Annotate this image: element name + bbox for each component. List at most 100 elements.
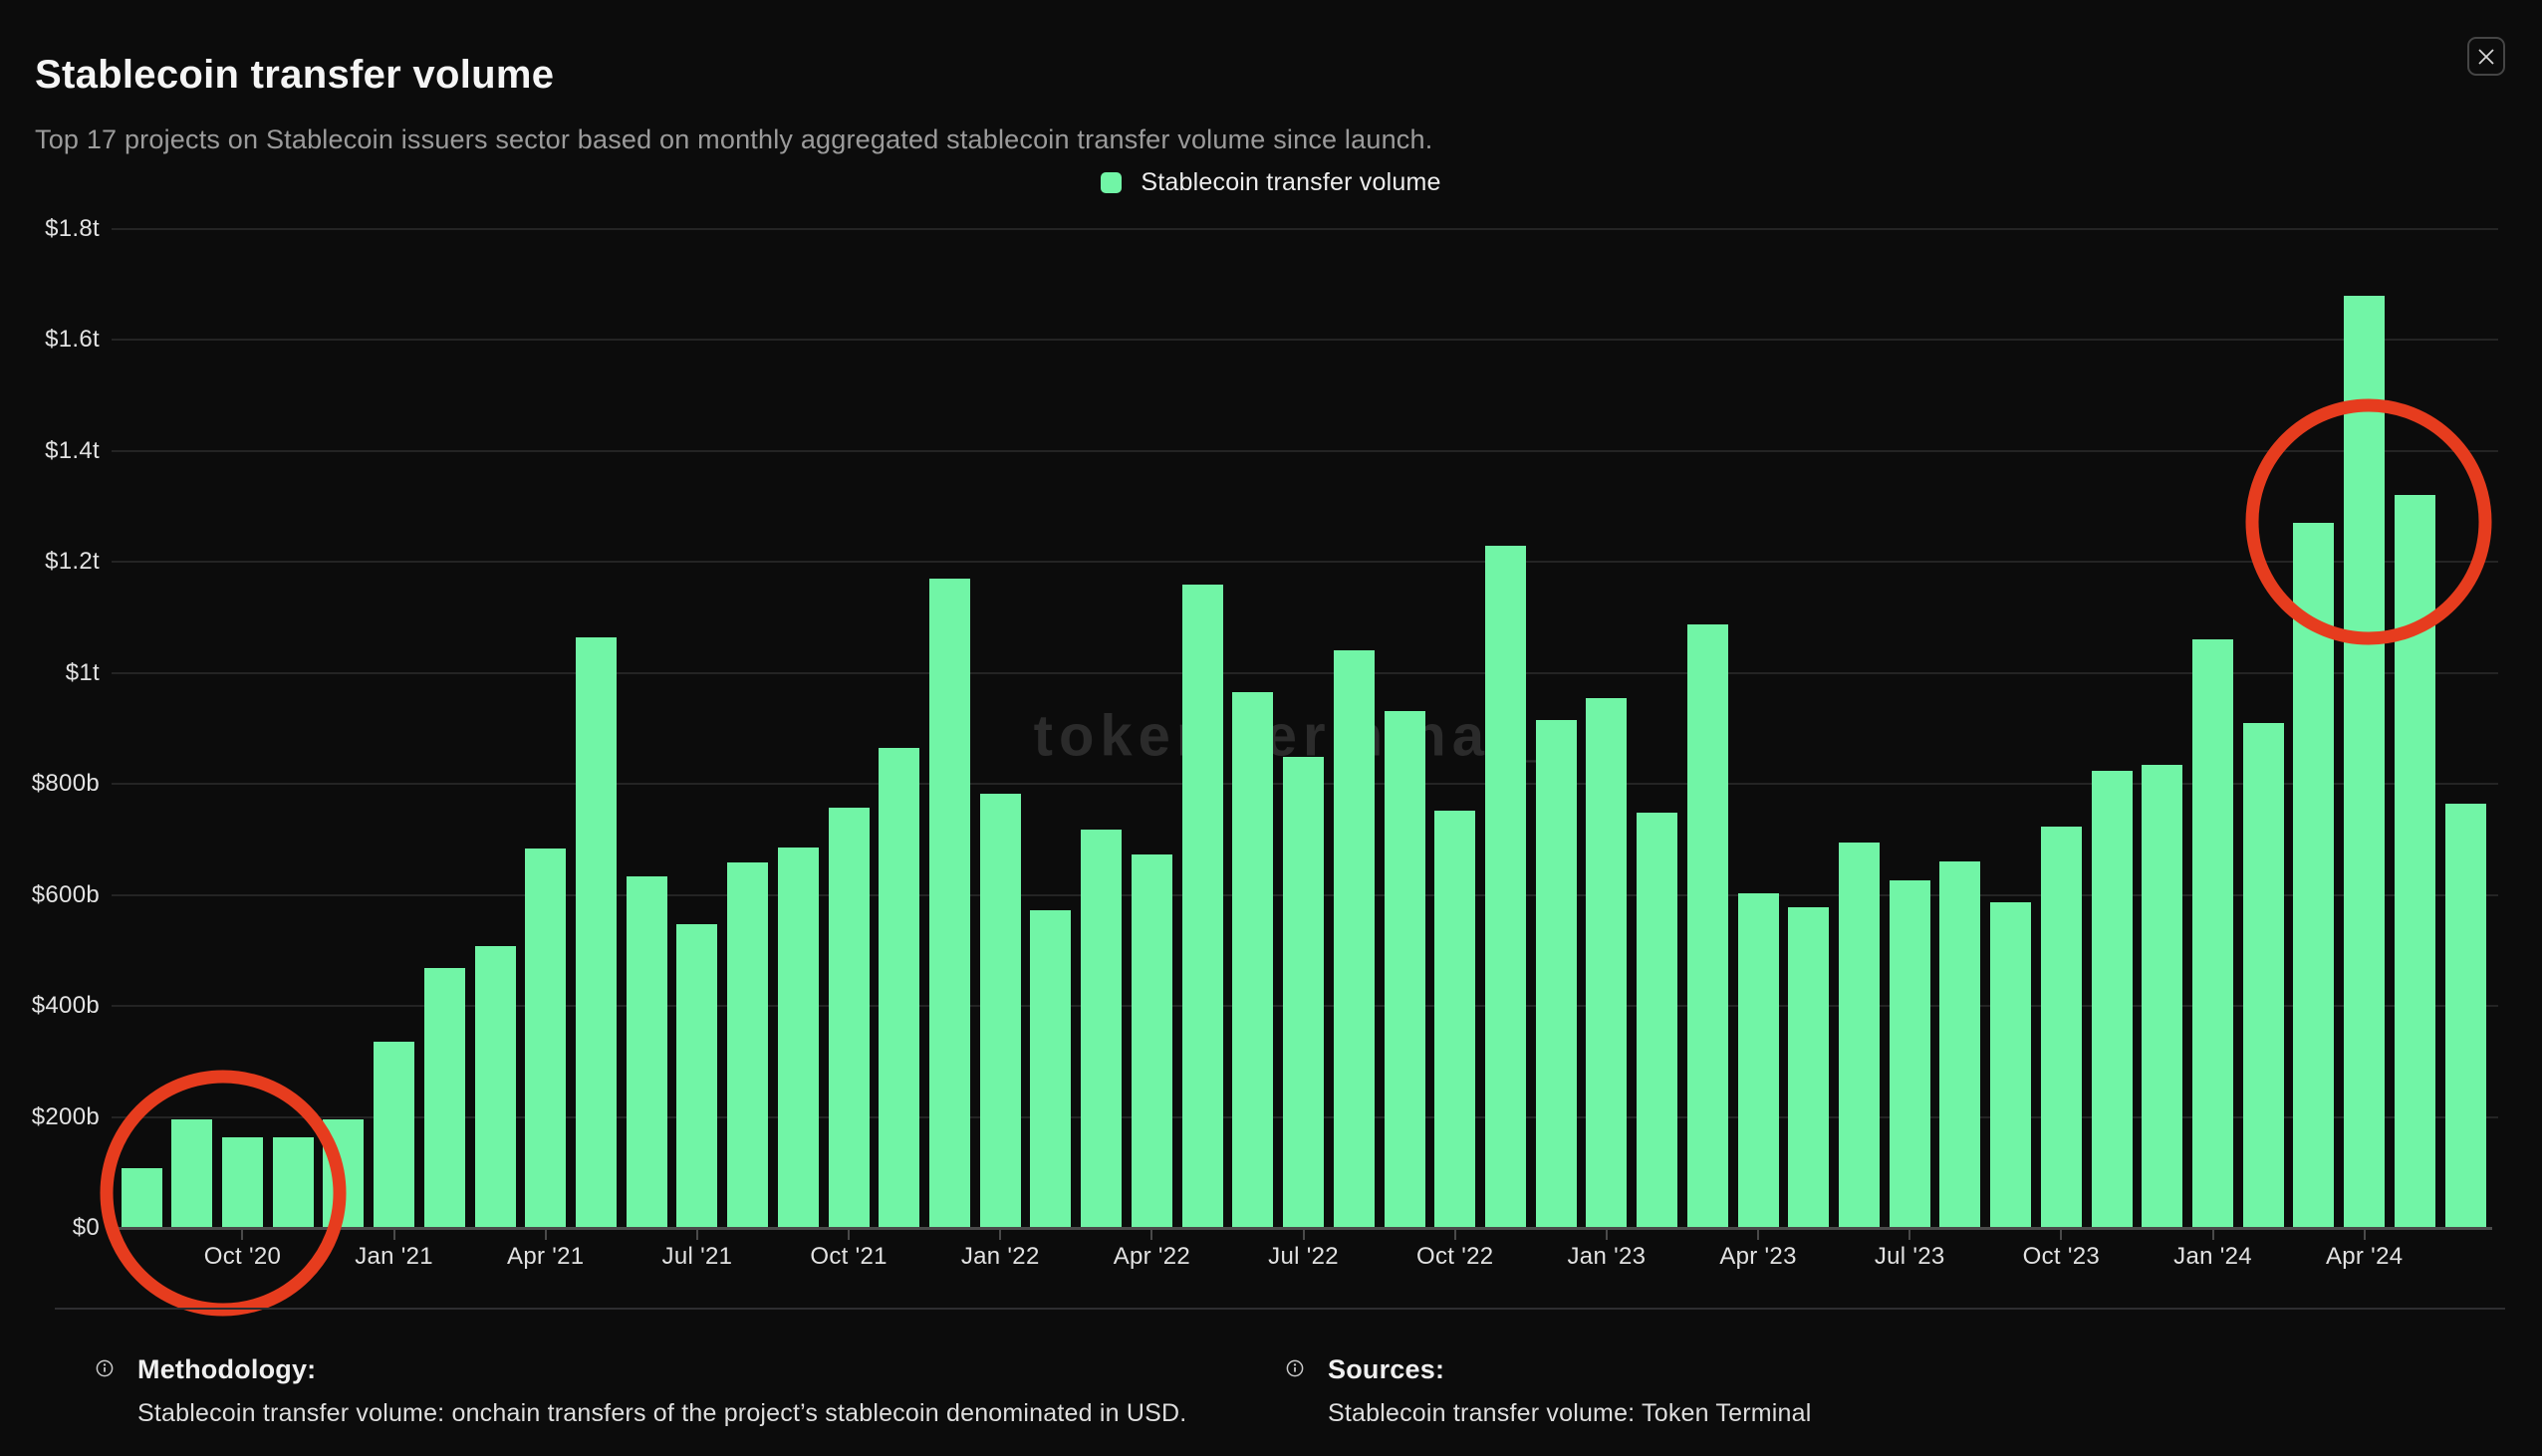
x-axis-tick bbox=[544, 1228, 547, 1240]
bar-May '23[interactable] bbox=[1788, 907, 1830, 1228]
bar-Dec '20[interactable] bbox=[323, 1118, 365, 1228]
bar-Dec '21[interactable] bbox=[929, 579, 971, 1228]
bar-Aug '20[interactable] bbox=[121, 1167, 162, 1228]
methodology-heading: Methodology: bbox=[137, 1354, 317, 1384]
bar-Dec '22[interactable] bbox=[1535, 719, 1577, 1228]
bar-Oct '20[interactable] bbox=[221, 1137, 263, 1228]
bar-Nov '22[interactable] bbox=[1484, 545, 1526, 1228]
x-axis-label: Jan '21 bbox=[355, 1243, 433, 1270]
x-axis-tick bbox=[241, 1228, 244, 1240]
bar-Sep '20[interactable] bbox=[171, 1118, 213, 1228]
close-icon bbox=[2478, 48, 2494, 65]
x-axis-label: Jul '23 bbox=[1874, 1243, 1945, 1270]
x-axis-label: Apr '24 bbox=[2325, 1243, 2404, 1270]
y-axis-label: $400b bbox=[31, 992, 100, 1020]
bar-Aug '22[interactable] bbox=[1333, 650, 1375, 1228]
footer-divider bbox=[55, 1308, 2505, 1310]
gridline bbox=[112, 228, 2498, 230]
x-axis-label: Oct '23 bbox=[2022, 1243, 2101, 1270]
bar-Jan '24[interactable] bbox=[2192, 639, 2234, 1228]
y-axis-label: $1.4t bbox=[45, 436, 100, 464]
page-subtitle: Top 17 projects on Stablecoin issuers se… bbox=[35, 124, 1433, 154]
bar-Nov '20[interactable] bbox=[272, 1137, 314, 1228]
gridline bbox=[112, 671, 2498, 674]
x-axis-tick bbox=[2211, 1228, 2214, 1240]
methodology-body: Stablecoin transfer volume: onchain tran… bbox=[137, 1399, 1187, 1427]
bar-Nov '23[interactable] bbox=[2091, 771, 2133, 1228]
info-icon bbox=[1286, 1359, 1304, 1377]
bar-Jan '21[interactable] bbox=[374, 1041, 415, 1228]
x-axis-label: Jan '22 bbox=[960, 1243, 1040, 1270]
bar-Jul '21[interactable] bbox=[676, 923, 718, 1228]
close-button[interactable] bbox=[2467, 37, 2505, 76]
bar-Oct '23[interactable] bbox=[2040, 827, 2082, 1228]
bar-May '21[interactable] bbox=[575, 636, 617, 1228]
sources-note: Sources: Stablecoin transfer volume: Tok… bbox=[1286, 1354, 1812, 1428]
x-axis-tick bbox=[1908, 1228, 1911, 1240]
bar-Feb '21[interactable] bbox=[423, 968, 465, 1228]
x-axis-tick bbox=[1757, 1228, 1760, 1240]
bar-Apr '22[interactable] bbox=[1131, 853, 1172, 1228]
x-axis-label: Jul '22 bbox=[1268, 1243, 1339, 1270]
bar-Sep '22[interactable] bbox=[1384, 710, 1425, 1228]
legend-swatch bbox=[1101, 172, 1123, 193]
x-axis-label: Apr '22 bbox=[1113, 1243, 1191, 1270]
bar-Feb '22[interactable] bbox=[1030, 910, 1072, 1228]
y-axis-label: $1.2t bbox=[45, 548, 100, 576]
bar-Aug '21[interactable] bbox=[727, 862, 769, 1228]
x-axis-label: Jan '24 bbox=[2173, 1243, 2252, 1270]
bar-Aug '23[interactable] bbox=[1939, 860, 1981, 1228]
bar-Jun '23[interactable] bbox=[1838, 842, 1880, 1228]
gridline bbox=[112, 449, 2498, 452]
bar-Jun '22[interactable] bbox=[1232, 692, 1274, 1228]
y-axis-label: $1t bbox=[65, 658, 100, 686]
x-axis-tick bbox=[1453, 1228, 1456, 1240]
bar-Sep '21[interactable] bbox=[777, 848, 819, 1228]
bar-Nov '21[interactable] bbox=[879, 748, 920, 1228]
bar-Jun '24[interactable] bbox=[2444, 803, 2486, 1228]
y-axis-label: $600b bbox=[31, 880, 100, 908]
x-axis-label: Oct '22 bbox=[1416, 1243, 1494, 1270]
x-axis-tick bbox=[999, 1228, 1002, 1240]
bar-Mar '22[interactable] bbox=[1081, 829, 1123, 1228]
bar-Apr '23[interactable] bbox=[1737, 892, 1779, 1228]
bar-May '22[interactable] bbox=[1181, 584, 1223, 1228]
bar-Apr '24[interactable] bbox=[2344, 295, 2386, 1228]
bar-Mar '24[interactable] bbox=[2293, 523, 2335, 1228]
bar-Jul '22[interactable] bbox=[1283, 757, 1325, 1228]
bar-Feb '23[interactable] bbox=[1637, 813, 1678, 1228]
bar-Jun '21[interactable] bbox=[626, 876, 667, 1228]
bar-Feb '24[interactable] bbox=[2242, 722, 2284, 1228]
bar-Oct '22[interactable] bbox=[1434, 810, 1476, 1228]
bar-Sep '23[interactable] bbox=[1990, 901, 2032, 1228]
y-axis-label: $0 bbox=[72, 1214, 100, 1241]
y-axis-label: $1.6t bbox=[45, 326, 100, 354]
bar-Jul '23[interactable] bbox=[1889, 880, 1930, 1228]
x-axis-tick bbox=[848, 1228, 851, 1240]
y-axis-label: $200b bbox=[31, 1102, 100, 1130]
bar-Apr '21[interactable] bbox=[525, 848, 567, 1228]
bar-Oct '21[interactable] bbox=[828, 808, 870, 1228]
x-axis-tick bbox=[2363, 1228, 2366, 1240]
y-axis-label: $800b bbox=[31, 770, 100, 798]
sources-heading: Sources: bbox=[1328, 1354, 1445, 1384]
bar-May '24[interactable] bbox=[2394, 495, 2435, 1228]
x-axis-label: Jul '21 bbox=[661, 1243, 733, 1270]
info-icon bbox=[96, 1359, 114, 1377]
chart-legend: Stablecoin transfer volume bbox=[0, 168, 2542, 197]
bar-Mar '23[interactable] bbox=[1686, 624, 1728, 1228]
x-axis-line bbox=[112, 1227, 2492, 1230]
legend-label: Stablecoin transfer volume bbox=[1141, 168, 1441, 196]
bar-Dec '23[interactable] bbox=[2142, 764, 2183, 1228]
x-axis-tick bbox=[695, 1228, 698, 1240]
gridline bbox=[112, 339, 2498, 342]
x-axis-label: Oct '20 bbox=[203, 1243, 282, 1270]
x-axis-label: Apr '21 bbox=[507, 1243, 585, 1270]
x-axis-tick bbox=[392, 1228, 395, 1240]
bar-Jan '22[interactable] bbox=[979, 794, 1021, 1228]
bar-Mar '21[interactable] bbox=[474, 945, 516, 1228]
x-axis-tick bbox=[2060, 1228, 2063, 1240]
bar-Jan '23[interactable] bbox=[1586, 698, 1628, 1228]
methodology-note: Methodology: Stablecoin transfer volume:… bbox=[96, 1354, 1186, 1428]
